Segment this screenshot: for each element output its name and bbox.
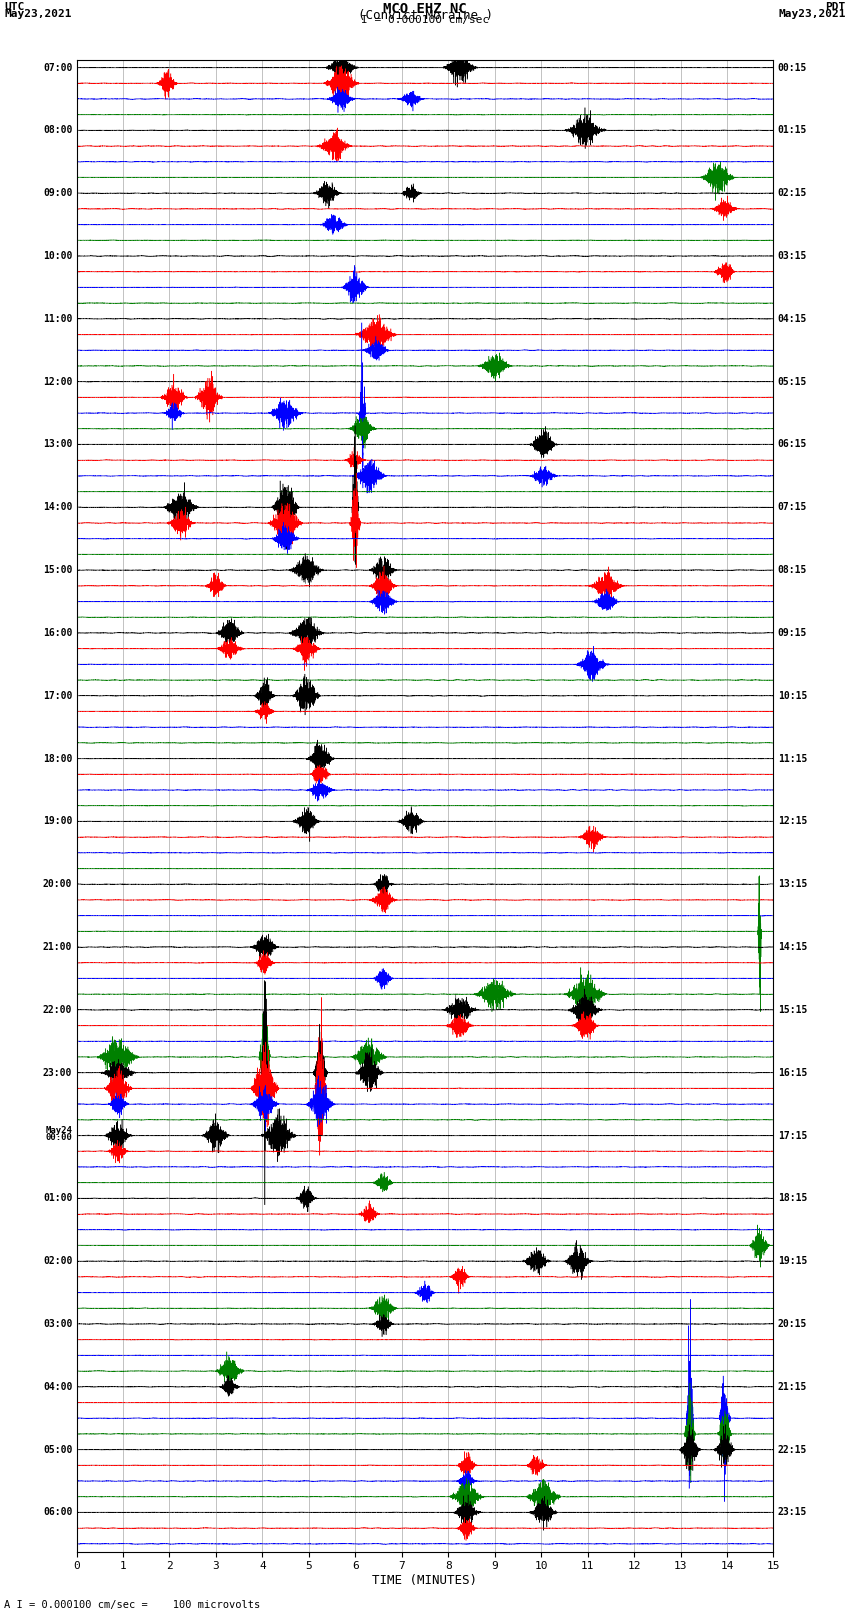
Text: 18:15: 18:15 [778,1194,807,1203]
Text: 17:00: 17:00 [43,690,72,700]
Text: 00:15: 00:15 [778,63,807,73]
Text: 04:00: 04:00 [43,1382,72,1392]
Text: 12:15: 12:15 [778,816,807,826]
Text: 12:00: 12:00 [43,377,72,387]
Text: 09:15: 09:15 [778,627,807,637]
Text: 14:00: 14:00 [43,502,72,513]
Text: 01:00: 01:00 [43,1194,72,1203]
Text: 18:00: 18:00 [43,753,72,763]
Text: 06:00: 06:00 [43,1508,72,1518]
Text: 10:00: 10:00 [43,252,72,261]
Text: 11:15: 11:15 [778,753,807,763]
Text: 20:00: 20:00 [43,879,72,889]
Text: May23,2021: May23,2021 [4,10,71,19]
Text: 23:15: 23:15 [778,1508,807,1518]
Text: 11:00: 11:00 [43,315,72,324]
Text: 17:15: 17:15 [778,1131,807,1140]
Text: 19:00: 19:00 [43,816,72,826]
Text: 19:15: 19:15 [778,1257,807,1266]
Text: 06:15: 06:15 [778,439,807,450]
Text: 21:00: 21:00 [43,942,72,952]
Text: 22:15: 22:15 [778,1445,807,1455]
Text: 03:00: 03:00 [43,1319,72,1329]
Text: (Convict Moraine ): (Convict Moraine ) [358,10,492,23]
Text: 21:15: 21:15 [778,1382,807,1392]
Text: UTC: UTC [4,3,25,13]
Text: 14:15: 14:15 [778,942,807,952]
Text: 07:15: 07:15 [778,502,807,513]
Text: PDT: PDT [825,3,846,13]
Text: 15:00: 15:00 [43,565,72,576]
Text: May24: May24 [45,1126,72,1136]
Text: 16:15: 16:15 [778,1068,807,1077]
Text: A I = 0.000100 cm/sec =    100 microvolts: A I = 0.000100 cm/sec = 100 microvolts [4,1600,260,1610]
Text: 20:15: 20:15 [778,1319,807,1329]
Text: 00:00: 00:00 [45,1132,72,1142]
Text: 22:00: 22:00 [43,1005,72,1015]
X-axis label: TIME (MINUTES): TIME (MINUTES) [372,1574,478,1587]
Text: 10:15: 10:15 [778,690,807,700]
Text: 16:00: 16:00 [43,627,72,637]
Text: 04:15: 04:15 [778,315,807,324]
Text: 07:00: 07:00 [43,63,72,73]
Text: I = 0.000100 cm/sec: I = 0.000100 cm/sec [361,16,489,26]
Text: 15:15: 15:15 [778,1005,807,1015]
Text: 03:15: 03:15 [778,252,807,261]
Text: 13:00: 13:00 [43,439,72,450]
Text: 05:15: 05:15 [778,377,807,387]
Text: 09:00: 09:00 [43,189,72,198]
Text: MCO EHZ NC: MCO EHZ NC [383,3,467,16]
Text: 05:00: 05:00 [43,1445,72,1455]
Text: 23:00: 23:00 [43,1068,72,1077]
Text: 08:15: 08:15 [778,565,807,576]
Text: May23,2021: May23,2021 [779,10,846,19]
Text: 13:15: 13:15 [778,879,807,889]
Text: 02:15: 02:15 [778,189,807,198]
Text: 02:00: 02:00 [43,1257,72,1266]
Text: 08:00: 08:00 [43,126,72,135]
Text: 01:15: 01:15 [778,126,807,135]
